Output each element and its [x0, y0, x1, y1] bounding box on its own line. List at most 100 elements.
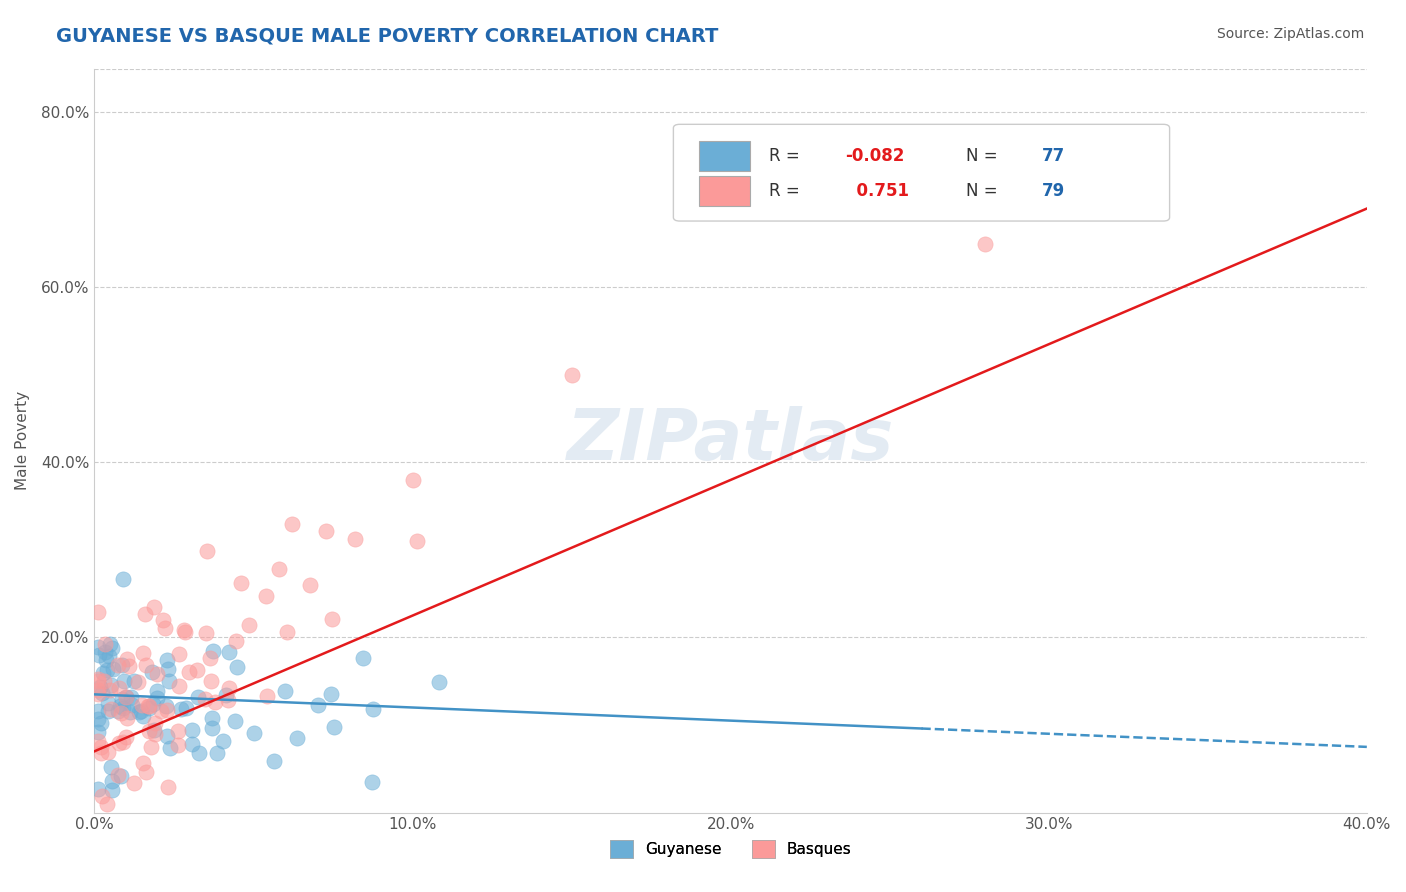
Point [86, 683, 108, 698]
Point [155, 698, 177, 713]
Point [173, 623, 195, 637]
Point [238, 618, 260, 632]
Point [122, 776, 145, 790]
Text: ZIPatlas: ZIPatlas [567, 406, 894, 475]
Point [107, 768, 129, 782]
Point [225, 660, 247, 674]
Text: -0.082: -0.082 [845, 147, 904, 165]
Text: GUYANESE VS BASQUE MALE POVERTY CORRELATION CHART: GUYANESE VS BASQUE MALE POVERTY CORRELAT… [56, 27, 718, 45]
Point [195, 544, 218, 558]
Point [86, 640, 108, 654]
Point [138, 724, 160, 739]
Point [87, 712, 110, 726]
Point [141, 740, 163, 755]
Point [406, 533, 429, 548]
FancyBboxPatch shape [699, 177, 749, 206]
Point [100, 637, 122, 651]
Point [86, 673, 108, 688]
Point [114, 690, 136, 705]
Point [361, 702, 384, 716]
Point [218, 645, 240, 659]
Point [274, 683, 297, 698]
Point [100, 678, 122, 692]
Point [138, 701, 160, 715]
Point [174, 624, 197, 639]
Point [156, 780, 179, 794]
Text: Source: ZipAtlas.com: Source: ZipAtlas.com [1216, 27, 1364, 41]
Point [974, 236, 997, 251]
Point [112, 735, 135, 749]
Point [200, 674, 222, 689]
Point [243, 726, 266, 740]
Point [131, 698, 153, 712]
Point [361, 775, 384, 789]
Point [91, 665, 114, 680]
Point [107, 704, 129, 718]
Point [156, 729, 179, 743]
Point [352, 650, 374, 665]
Point [344, 532, 367, 546]
Point [97, 704, 120, 718]
Point [181, 723, 204, 738]
Y-axis label: Male Poverty: Male Poverty [15, 391, 30, 490]
Legend: Guyanese, Basques: Guyanese, Basques [603, 833, 858, 864]
Point [156, 703, 179, 717]
Point [145, 691, 167, 706]
Point [107, 657, 129, 672]
Text: N =: N = [966, 182, 1002, 201]
Point [100, 702, 122, 716]
Point [138, 699, 160, 714]
Point [86, 782, 108, 797]
Text: 79: 79 [1042, 182, 1066, 201]
Point [150, 704, 173, 718]
Point [142, 697, 165, 711]
Point [110, 769, 132, 783]
Point [187, 690, 209, 704]
Point [307, 698, 329, 712]
Point [87, 687, 110, 701]
Point [101, 641, 124, 656]
Point [177, 665, 200, 680]
Point [108, 681, 131, 696]
Point [96, 797, 118, 811]
Point [201, 710, 224, 724]
Point [115, 652, 138, 666]
Point [201, 722, 224, 736]
Point [188, 746, 211, 760]
Point [200, 650, 222, 665]
Point [319, 687, 342, 701]
Point [401, 473, 423, 487]
FancyBboxPatch shape [699, 142, 749, 171]
Point [120, 690, 142, 704]
Point [90, 746, 112, 760]
Point [86, 672, 108, 686]
Point [112, 572, 135, 586]
Point [143, 715, 166, 730]
Point [157, 674, 180, 689]
Point [256, 690, 278, 704]
Point [136, 699, 159, 714]
Point [86, 734, 108, 748]
Point [108, 698, 131, 713]
Point [427, 674, 450, 689]
Point [94, 636, 117, 650]
Point [135, 765, 157, 780]
Point [93, 673, 115, 688]
Point [215, 688, 238, 702]
Point [561, 368, 583, 382]
Point [322, 720, 344, 734]
Point [142, 599, 165, 614]
Point [98, 683, 121, 698]
Point [194, 691, 217, 706]
Point [132, 756, 155, 771]
Point [118, 705, 141, 719]
Point [132, 646, 155, 660]
Point [87, 704, 110, 718]
Point [112, 674, 135, 689]
Point [107, 736, 129, 750]
Point [135, 657, 157, 672]
Point [254, 589, 277, 603]
Point [129, 704, 152, 718]
Point [169, 647, 191, 661]
Point [276, 625, 298, 640]
